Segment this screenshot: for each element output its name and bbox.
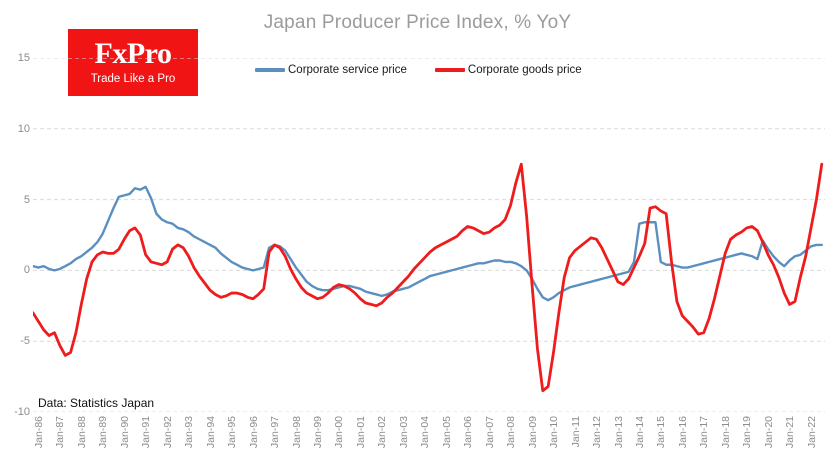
- y-axis-tick-label: -5: [20, 335, 30, 348]
- x-axis-tick-label: Jan-12: [591, 416, 604, 449]
- x-axis: Jan-86 Jan-87 Jan-88 Jan-89 Jan-90 Jan-91 Jan-…: [33, 416, 825, 470]
- legend-item-corporate-service-price: Corporate service price: [255, 64, 407, 76]
- x-axis-tick-label: Jan-10: [548, 416, 561, 449]
- x-axis-tick-label: Jan-88: [75, 416, 88, 449]
- fxpro-logo: FxPro Trade Like a Pro: [68, 29, 198, 96]
- x-axis-tick-label: Jan-21: [784, 416, 797, 449]
- x-axis-tick-label: Jan-08: [505, 416, 518, 449]
- legend-swatch-red: [434, 68, 465, 72]
- y-axis-tick-label: 0: [23, 264, 30, 277]
- x-axis-tick-label: Jan-03: [397, 416, 410, 449]
- x-axis-tick-label: Jan-86: [33, 416, 45, 449]
- series-line-corporate-goods-price: [33, 162, 824, 393]
- legend-swatch-blue: [255, 68, 285, 72]
- x-axis-tick-label: Jan-17: [698, 416, 711, 449]
- x-axis-tick-label: Jan-19: [741, 416, 754, 449]
- x-axis-tick-label: Jan-98: [290, 416, 303, 449]
- x-axis-tick-label: Jan-14: [633, 416, 646, 449]
- x-axis-tick-label: Jan-94: [204, 416, 217, 449]
- x-axis-tick-label: Jan-99: [312, 416, 325, 449]
- x-axis-tick-label: Jan-95: [226, 416, 239, 449]
- y-axis: 15 10 5 0 -5 -10: [0, 0, 30, 470]
- y-axis-tick-label: -10: [14, 406, 30, 418]
- x-axis-tick-label: Jan-05: [440, 416, 453, 449]
- y-axis-tick-label: 15: [17, 52, 30, 64]
- x-axis-tick-label: Jan-15: [655, 416, 668, 449]
- x-axis-tick-label: Jan-04: [419, 416, 432, 449]
- plot-area: [33, 58, 825, 412]
- page-title: Japan Producer Price Index, % YoY: [263, 12, 572, 33]
- x-axis-tick-label: Jan-91: [140, 416, 153, 449]
- x-axis-tick-label: Jan-96: [247, 416, 260, 449]
- x-axis-tick-label: Jan-87: [54, 416, 67, 449]
- legend-label-corporate-service-price: Corporate service price: [288, 64, 407, 76]
- plot-svg: [33, 58, 825, 412]
- x-axis-tick-label: Jan-18: [719, 416, 732, 449]
- x-axis-tick-label: Jan-06: [462, 416, 475, 449]
- y-axis-tick-label: 5: [23, 193, 30, 206]
- x-axis-tick-label: Jan-00: [333, 416, 346, 449]
- x-axis-tick-label: Jan-09: [526, 416, 539, 449]
- chart-legend: Corporate service price Corporate goods …: [255, 64, 582, 76]
- series-line-corporate-service-price: [33, 185, 823, 302]
- x-axis-tick-label: Jan-89: [97, 416, 110, 449]
- y-axis-tick-label: 10: [17, 122, 30, 135]
- x-axis-tick-label: Jan-02: [376, 416, 389, 449]
- x-axis-tick-label: Jan-20: [762, 416, 775, 449]
- x-axis-tick-label: Jan-97: [269, 416, 282, 449]
- x-axis-tick-label: Jan-93: [183, 416, 196, 449]
- x-axis-tick-label: Jan-07: [483, 416, 496, 449]
- x-axis-tick-label: Jan-13: [612, 416, 625, 449]
- x-axis-tick-label: Jan-01: [354, 416, 367, 449]
- legend-label-corporate-goods-price: Corporate goods price: [467, 64, 582, 76]
- x-axis-tick-label: Jan-22: [805, 416, 818, 449]
- legend-item-corporate-goods-price: Corporate goods price: [434, 64, 582, 76]
- x-axis-tick-label: Jan-92: [161, 416, 174, 449]
- source-note: Data: Statistics Japan: [38, 396, 155, 410]
- x-axis-tick-label: Jan-90: [118, 416, 131, 449]
- logo-wordmark: FxPro: [94, 37, 172, 70]
- logo-tagline: Trade Like a Pro: [90, 73, 176, 85]
- x-axis-tick-label: Jan-16: [676, 416, 689, 449]
- x-axis-tick-label: Jan-11: [569, 416, 582, 448]
